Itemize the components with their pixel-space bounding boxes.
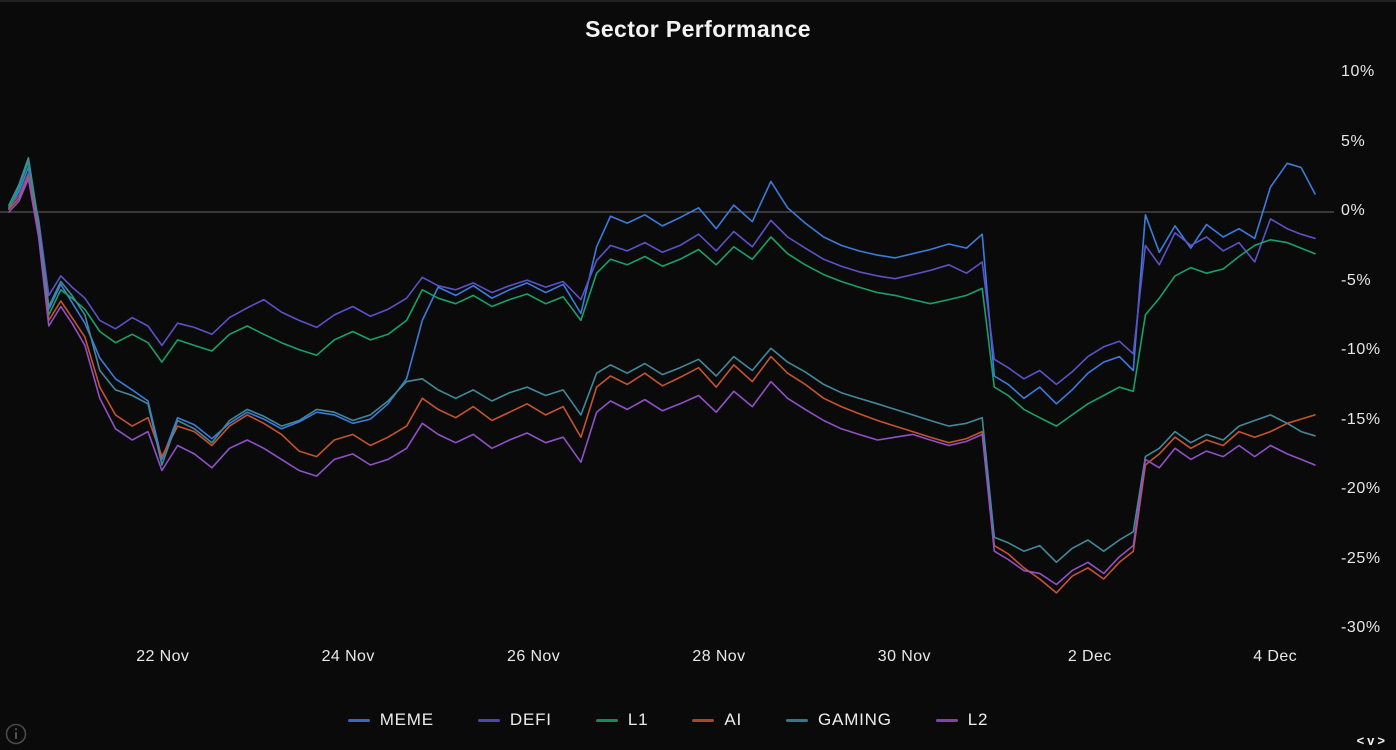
x-axis-label: 26 Nov [507, 648, 561, 665]
legend-label: MEME [379, 710, 434, 729]
legend-item-ai[interactable]: AI [692, 710, 742, 730]
nav-arrows[interactable]: <v> [1356, 733, 1388, 748]
legend-dash-icon [692, 718, 715, 722]
chart-legend: MEME DEFI L1 AI GAMING L2 [0, 710, 1336, 730]
x-axis-label: 24 Nov [321, 648, 375, 665]
y-axis-label: 5% [1341, 132, 1366, 150]
series-line-defi [8, 172, 1316, 386]
x-axis-label: 22 Nov [136, 648, 190, 665]
series-line-meme [8, 162, 1316, 461]
y-axis-label: -30% [1341, 619, 1381, 636]
series-line-l2 [8, 177, 1316, 586]
legend-item-l2[interactable]: L2 [935, 710, 989, 730]
x-axis-label: 28 Nov [692, 648, 746, 665]
legend-label: L2 [967, 710, 989, 729]
legend-dash-icon [595, 718, 618, 722]
x-axis-label: 30 Nov [877, 648, 931, 665]
legend-dash-icon [935, 718, 958, 722]
y-axis-label: -20% [1341, 480, 1381, 497]
legend-item-l1[interactable]: L1 [595, 710, 649, 730]
legend-label: AI [724, 710, 743, 729]
legend-dash-icon [477, 718, 500, 722]
series-line-gaming [8, 157, 1316, 564]
y-axis-label: -5% [1341, 271, 1372, 289]
legend-label: DEFI [509, 710, 552, 729]
x-axis-label: 4 Dec [1253, 648, 1298, 665]
y-axis-label: -15% [1341, 410, 1381, 428]
chart-title: Sector Performance [585, 16, 811, 42]
legend-label: L1 [627, 710, 649, 729]
y-axis-label: 0% [1341, 202, 1366, 219]
legend-item-gaming[interactable]: GAMING [786, 710, 892, 730]
legend-dash-icon [786, 718, 809, 722]
info-icon [5, 723, 27, 745]
info-button[interactable] [4, 722, 28, 746]
y-axis-label: -25% [1341, 549, 1381, 567]
x-axis-label: 2 Dec [1067, 648, 1112, 665]
legend-dash-icon [347, 718, 370, 722]
series-line-ai [8, 175, 1316, 594]
legend-item-meme[interactable]: MEME [347, 710, 434, 730]
series-line-l1 [8, 161, 1316, 427]
y-axis-label: -10% [1341, 341, 1381, 358]
legend-item-defi[interactable]: DEFI [477, 710, 552, 730]
y-axis-label: 10% [1341, 63, 1375, 80]
legend-label: GAMING [818, 710, 892, 729]
